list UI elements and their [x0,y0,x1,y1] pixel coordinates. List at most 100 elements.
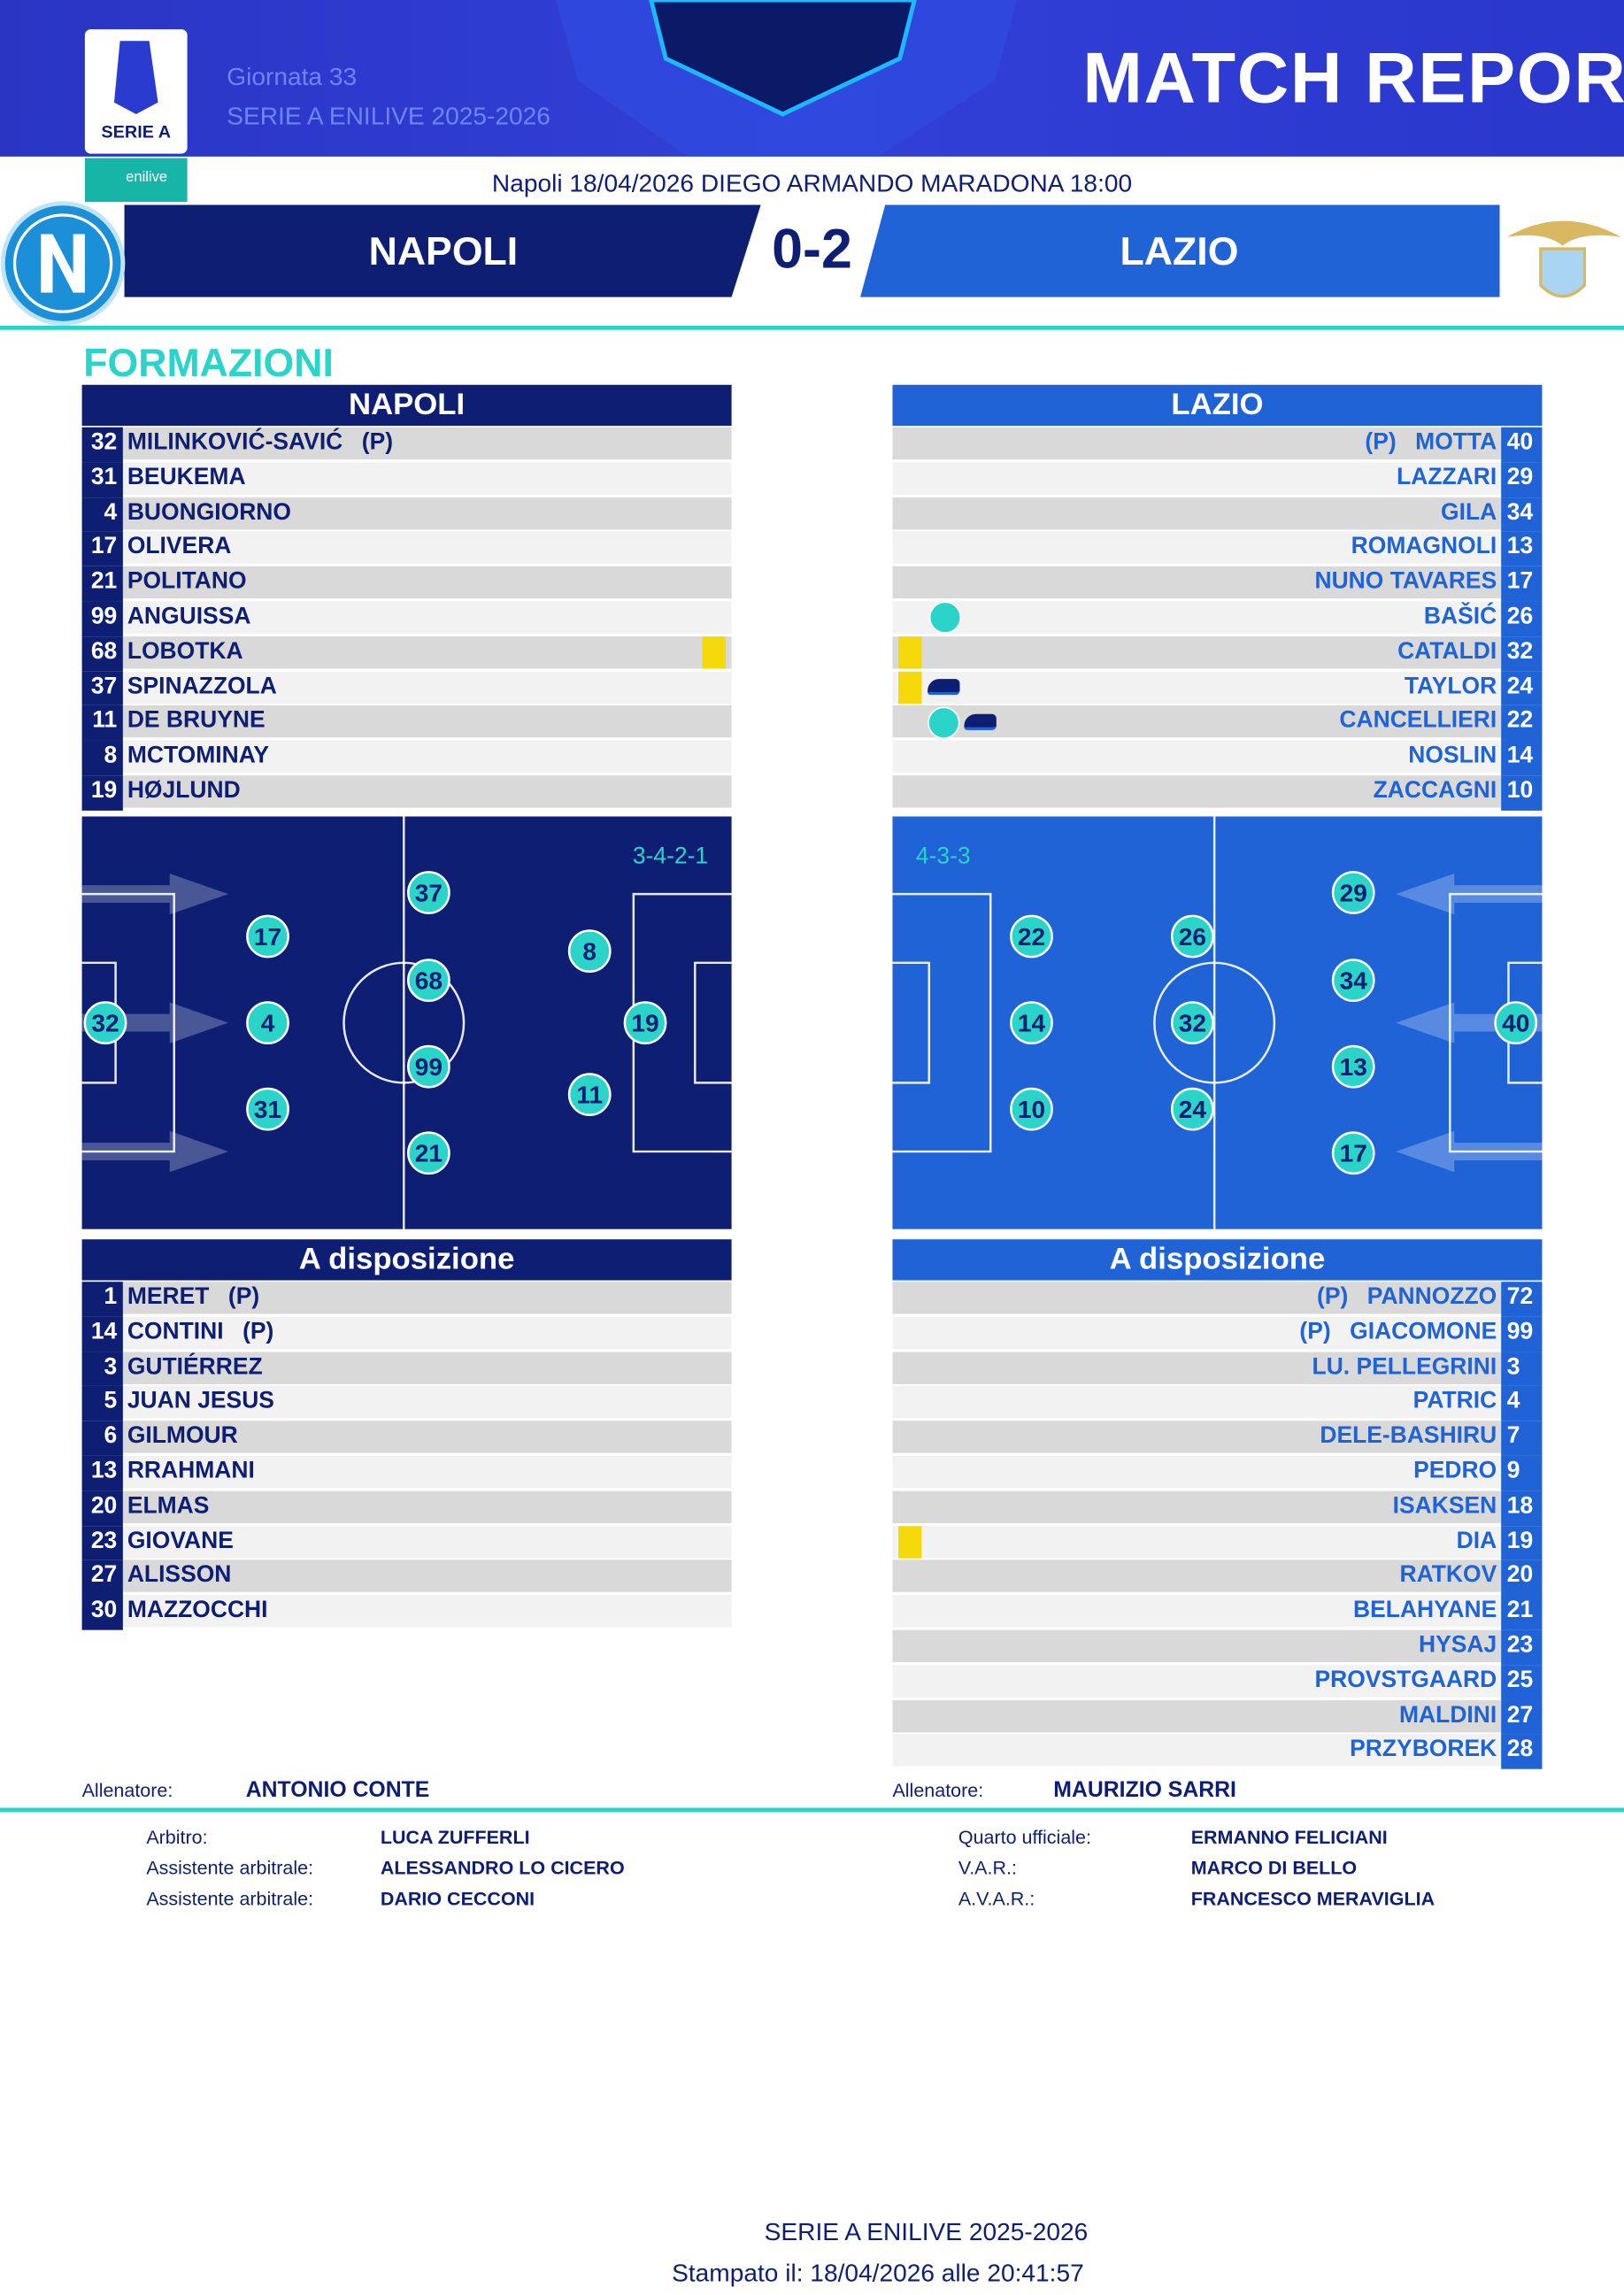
penalty-box [81,892,175,1153]
player-role: (P) [242,1319,274,1344]
player-name: PANNOZZO [1366,1284,1497,1310]
player: JUAN JESUS [127,1390,274,1416]
serie-a-shape [113,41,158,114]
player-number: 32 [1506,639,1534,665]
player-number: 18 [1506,1493,1534,1519]
boot-icon [964,713,997,730]
competition: SERIE A ENILIVE 2025-2026 [227,102,550,131]
table-header: NAPOLI [81,384,732,427]
player: MCTOMINAY [127,743,269,770]
logo-text: SERIE A [101,121,172,142]
player: HYSAJ [1400,1633,1497,1660]
name-cell [892,1421,1502,1453]
player: CANCELLIERI [1320,709,1497,735]
player-number: 7 [1506,1423,1520,1449]
official-label: A.V.A.R.: [958,1887,1035,1910]
player-name: RRAHMANI [127,1459,255,1484]
number-cell [81,671,123,706]
player-name: ZACCAGNI [1373,778,1497,804]
player-number: 28 [1506,1737,1534,1763]
number-cell [81,775,123,811]
player-number: 21 [90,569,118,595]
player-name: CONTINI [127,1319,224,1344]
player: CATALDI [1379,639,1497,666]
yellow-card [898,671,922,705]
player-number: 3 [104,1354,118,1380]
arrow [81,873,228,915]
player: BUONGIORNO [127,500,291,527]
player-number: 14 [90,1319,118,1344]
center-circle [343,961,466,1084]
player-number: 40 [1506,430,1534,456]
player: OLIVERA [127,535,232,561]
napoli-logo-ring [12,213,113,313]
sponsor-logo [84,158,188,203]
player-name: LAZZARI [1397,465,1497,490]
number-cell [81,462,123,497]
player-dot-number: 4 [261,1010,275,1037]
away-team: LAZIO [1120,229,1239,274]
name-cell [122,671,732,704]
name-cell [892,566,1502,599]
arrow [81,1130,228,1173]
player-number: 22 [1506,708,1534,734]
player-name: MERET [127,1284,210,1310]
player-number: 24 [1506,674,1534,699]
player-name: ANGUISSA [127,604,251,629]
official-label: Quarto ufficiale: [958,1826,1091,1848]
player: MILINKOVIĆ-SAVIĆ (P) [127,430,393,457]
player: PRZYBOREK [1331,1737,1497,1764]
player: ANGUISSA [127,605,251,631]
player-name: HØJLUND [127,778,241,804]
player-dot-number: 14 [1018,1010,1046,1037]
official-name: FRANCESCO MERAVIGLIA [1190,1887,1435,1910]
number-cell [1501,601,1543,636]
player: LOBOTKA [127,639,243,666]
number-cell [1501,1316,1543,1352]
header-shape [649,0,917,117]
player-number: 23 [1506,1632,1534,1659]
number-cell [1501,462,1543,497]
number-cell [81,1490,123,1526]
name-cell [122,775,732,808]
player-number: 11 [92,708,118,734]
number-cell [1501,775,1543,811]
number-cell [1501,497,1543,532]
player-name: GIOVANE [127,1528,234,1554]
player-dot-number: 10 [1018,1096,1045,1123]
pitch [81,816,732,1229]
player-name: PATRIC [1412,1389,1497,1414]
name-cell [122,497,732,529]
number-cell [1501,1734,1543,1770]
name-cell [892,1282,1502,1314]
player-name: BEUKEMA [127,465,246,490]
number-cell [81,1351,123,1387]
player: GILA [1422,500,1497,527]
player-role: (P) [227,1284,260,1310]
player-number: 27 [90,1563,118,1589]
player: ROMAGNOLI [1332,535,1497,561]
official-name: ALESSANDRO LO CICERO [380,1856,625,1879]
number-cell [1501,671,1543,706]
player: (P) GIACOMONE [1299,1320,1497,1346]
player-name: MAZZOCCHI [127,1598,268,1623]
player-role: (P) [1365,430,1397,456]
player-name: MALDINI [1399,1702,1497,1728]
player-name: OLIVERA [127,535,232,560]
number-cell [81,740,123,776]
player-number: 34 [1506,499,1534,525]
player: PROVSTGAARD [1296,1667,1497,1694]
player-name: ELMAS [127,1493,210,1519]
player-dot-number: 31 [254,1096,281,1123]
official-name: MARCO DI BELLO [1190,1856,1358,1879]
official-name: DARIO CECCONI [380,1887,535,1910]
player-dot-number: 17 [1340,1140,1367,1167]
player-number: 6 [104,1423,118,1449]
number-cell [81,1560,123,1596]
player-name: LOBOTKA [127,639,243,665]
player: GUTIÉRREZ [127,1354,263,1381]
player-dot-number: 19 [631,1010,658,1037]
official-label: Arbitro: [146,1826,208,1848]
player: LU. PELLEGRINI [1293,1354,1497,1381]
